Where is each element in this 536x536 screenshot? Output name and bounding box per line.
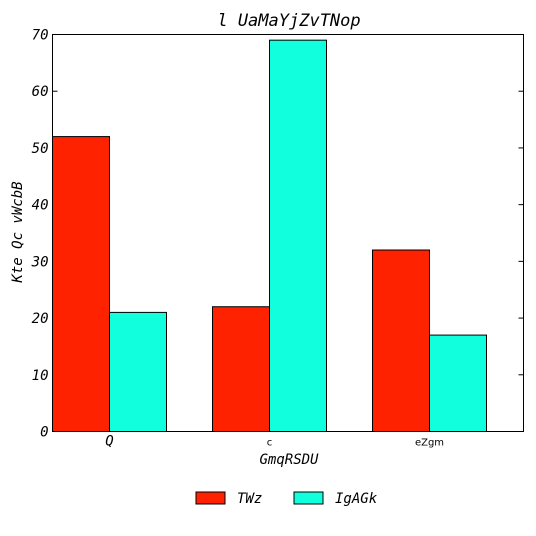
y-tick-label: 10 xyxy=(32,368,49,384)
legend-label: IgAGk xyxy=(335,491,378,507)
legend-item-TWz: TWz xyxy=(195,491,262,507)
y-tick-label: 30 xyxy=(31,254,49,270)
legend-swatch xyxy=(293,491,324,505)
y-tick-label: 70 xyxy=(32,28,49,44)
bar-IgAGk-Q xyxy=(109,311,167,432)
x-tick-label: c xyxy=(267,438,273,449)
legend-item-IgAGk: IgAGk xyxy=(293,491,378,507)
y-tick-label: 50 xyxy=(32,141,49,157)
bar-IgAGk-eZgm xyxy=(429,334,487,433)
y-tick-label: 20 xyxy=(32,311,49,327)
plot-frame xyxy=(52,34,524,432)
bar-TWz-eZgm xyxy=(372,249,430,432)
bar-TWz-Q xyxy=(52,136,110,432)
legend: TWz IgAGk xyxy=(195,491,378,507)
bar-TWz-c xyxy=(212,306,270,433)
y-tick-label: 0 xyxy=(40,425,48,441)
x-tick-label: Q xyxy=(105,434,113,450)
bar-IgAGk-c xyxy=(269,39,327,433)
y-tick-label: 60 xyxy=(32,84,49,100)
y-axis-label: Kte Qc vWcbB xyxy=(10,181,26,283)
y-tick-label: 40 xyxy=(32,198,49,214)
x-tick-label: eZgm xyxy=(415,438,444,449)
legend-swatch xyxy=(195,491,226,505)
plot-area: 0 10 20 30 40 50 60 70 Q c eZgm xyxy=(31,28,524,450)
x-axis-label: GmqRSDU xyxy=(259,452,319,468)
legend-label: TWz xyxy=(237,491,262,507)
chart-title: l UaMaYjZvTNop xyxy=(217,11,360,31)
